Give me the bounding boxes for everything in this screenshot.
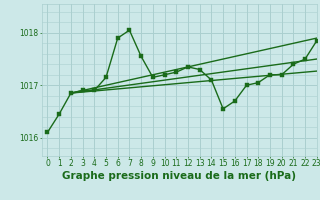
X-axis label: Graphe pression niveau de la mer (hPa): Graphe pression niveau de la mer (hPa) — [62, 171, 296, 181]
